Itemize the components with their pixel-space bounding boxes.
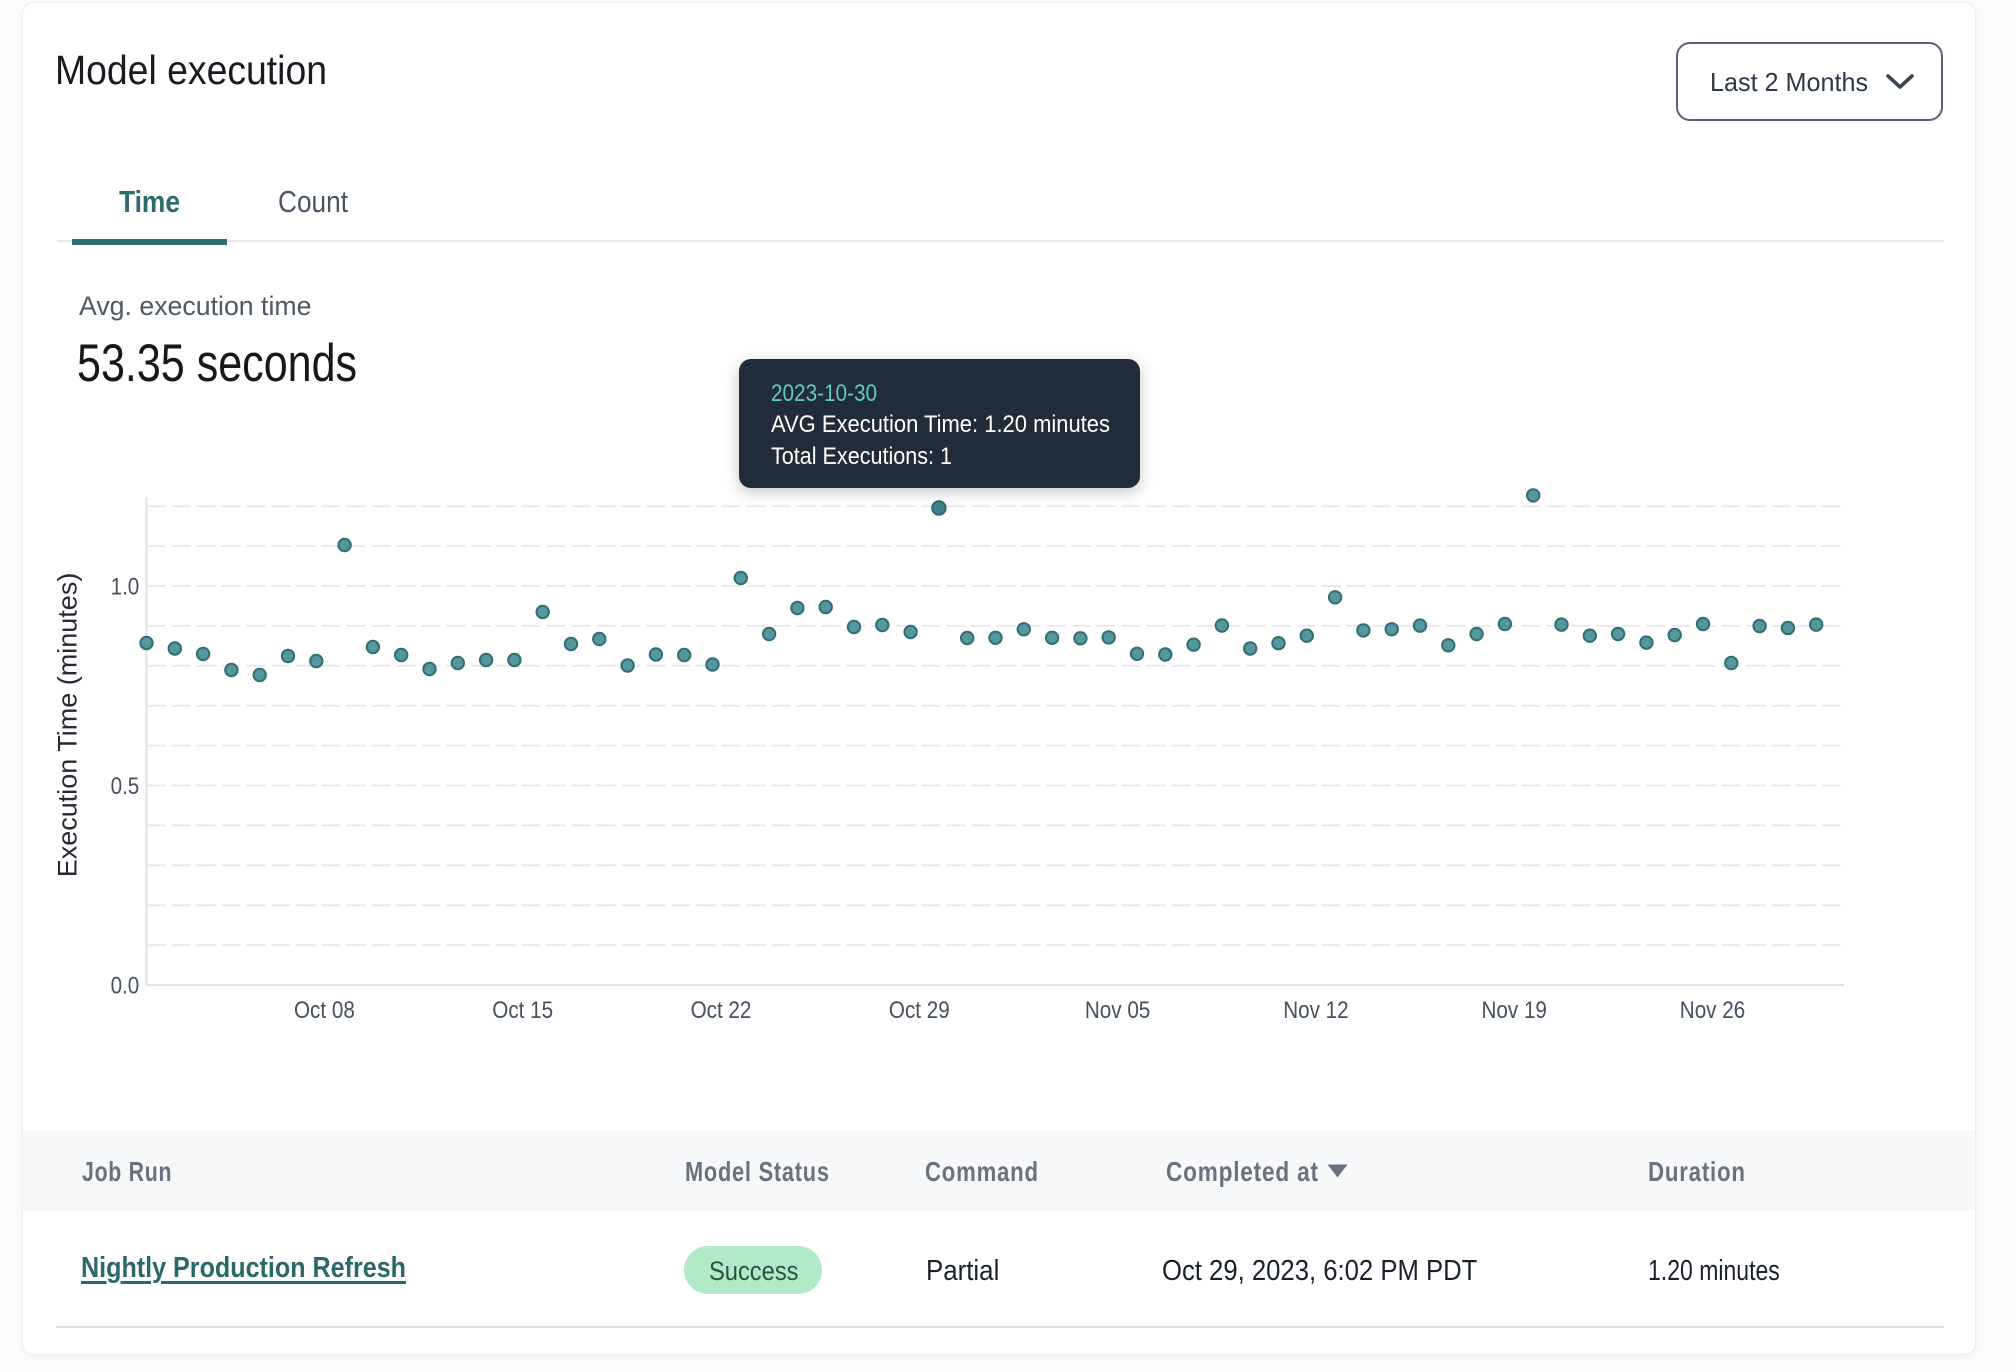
svg-text:Oct 22: Oct 22: [691, 997, 752, 1024]
svg-text:1.0: 1.0: [111, 574, 140, 601]
svg-text:Oct 29: Oct 29: [889, 997, 950, 1024]
svg-text:0.5: 0.5: [111, 773, 140, 800]
svg-text:Nov 19: Nov 19: [1482, 997, 1547, 1024]
svg-text:Oct 15: Oct 15: [492, 997, 553, 1024]
svg-text:Nov 26: Nov 26: [1680, 997, 1745, 1024]
svg-text:Nov 12: Nov 12: [1283, 997, 1348, 1024]
svg-text:Execution Time (minutes): Execution Time (minutes): [53, 573, 83, 878]
svg-text:Nov 05: Nov 05: [1085, 997, 1150, 1024]
svg-text:0.0: 0.0: [111, 973, 140, 1000]
svg-text:Oct 08: Oct 08: [294, 997, 355, 1024]
